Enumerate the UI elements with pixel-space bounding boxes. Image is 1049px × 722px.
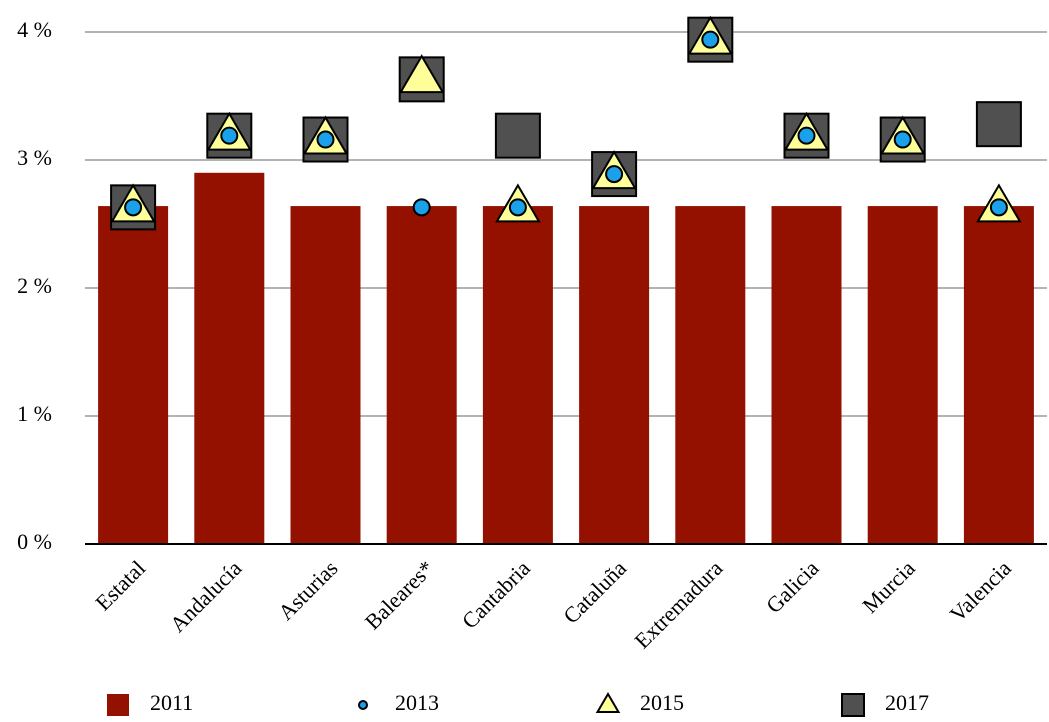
legend-swatch: [107, 694, 129, 716]
legend-swatch: [358, 700, 368, 710]
circle-marker: [412, 198, 431, 217]
x-tick-label: Galicia: [761, 555, 824, 618]
legend-swatch: [595, 692, 621, 713]
bar: [98, 206, 169, 544]
y-tick-label: 4 %: [17, 17, 52, 42]
bar: [290, 206, 361, 544]
square-marker: [975, 101, 1022, 148]
circle-marker: [797, 126, 816, 145]
triangle-marker: [398, 54, 445, 94]
circle-marker: [989, 198, 1008, 217]
bar: [386, 206, 457, 544]
bar: [194, 172, 265, 545]
square-marker: [494, 112, 541, 159]
bar: [771, 206, 842, 544]
legend-label: 2015: [640, 690, 684, 715]
x-tick-label: Asturias: [273, 555, 343, 625]
x-tick-label: Cataluña: [558, 555, 631, 628]
x-tick-label: Andalucía: [165, 555, 247, 637]
circle-marker: [893, 130, 912, 149]
y-tick-label: 1 %: [17, 401, 52, 426]
bar: [963, 206, 1034, 544]
circle-marker: [316, 130, 335, 149]
y-tick-label: 0 %: [17, 529, 52, 554]
x-tick-label: Baleares*: [360, 555, 439, 634]
circle-marker: [508, 198, 527, 217]
bar: [867, 206, 938, 544]
bar: [579, 206, 650, 544]
y-tick-label: 3 %: [17, 145, 52, 170]
legend-swatch: [841, 693, 865, 717]
x-tick-label: Estatal: [90, 555, 150, 615]
bar: [675, 206, 746, 544]
circle-marker: [701, 30, 720, 49]
y-tick-label: 2 %: [17, 273, 52, 298]
x-tick-label: Cantabria: [457, 555, 535, 633]
x-tick-label: Extremadura: [629, 555, 727, 653]
bar: [482, 206, 553, 544]
circle-marker: [220, 126, 239, 145]
circle-marker: [605, 165, 624, 184]
circle-marker: [124, 198, 143, 217]
legend-label: 2017: [885, 690, 929, 715]
legend-label: 2011: [150, 690, 193, 715]
legend-label: 2013: [395, 690, 439, 715]
x-tick-label: Valencia: [945, 555, 1016, 626]
x-tick-label: Murcia: [857, 555, 920, 618]
